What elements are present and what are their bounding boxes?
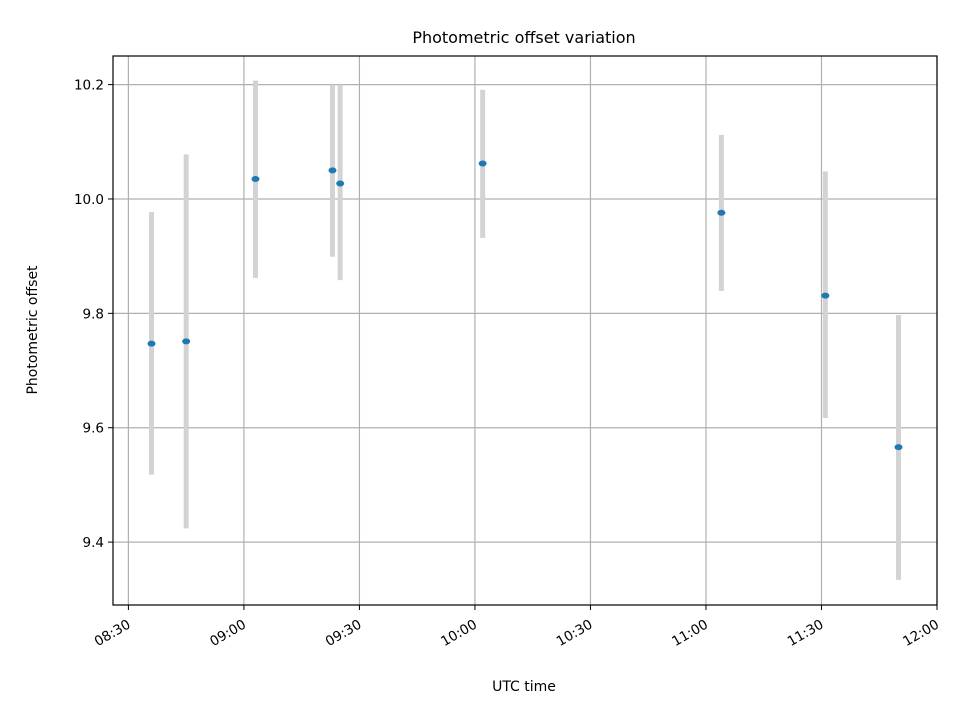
x-axis-label: UTC time: [492, 679, 556, 695]
y-tick-label: 9.4: [83, 535, 104, 551]
data-point: [478, 160, 487, 167]
chart-title: Photometric offset variation: [412, 28, 635, 47]
data-point: [717, 209, 726, 216]
y-tick-label: 9.6: [83, 421, 104, 437]
data-point: [182, 338, 191, 345]
data-point: [147, 340, 156, 347]
data-point: [328, 167, 337, 174]
y-tick-label: 10.2: [74, 78, 104, 94]
y-tick-label: 10.0: [74, 192, 104, 208]
y-tick-label: 9.8: [83, 306, 104, 322]
grid: [113, 56, 938, 605]
data-point: [821, 292, 830, 299]
data-point: [894, 444, 903, 451]
plot-frame: [112, 55, 938, 606]
data-point: [336, 180, 345, 187]
y-axis-ticks: 9.4 9.6 9.8 10.0 10.2: [74, 78, 113, 551]
y-axis-label: Photometric offset: [25, 265, 41, 395]
data-points: [147, 160, 903, 451]
data-point: [251, 175, 260, 182]
